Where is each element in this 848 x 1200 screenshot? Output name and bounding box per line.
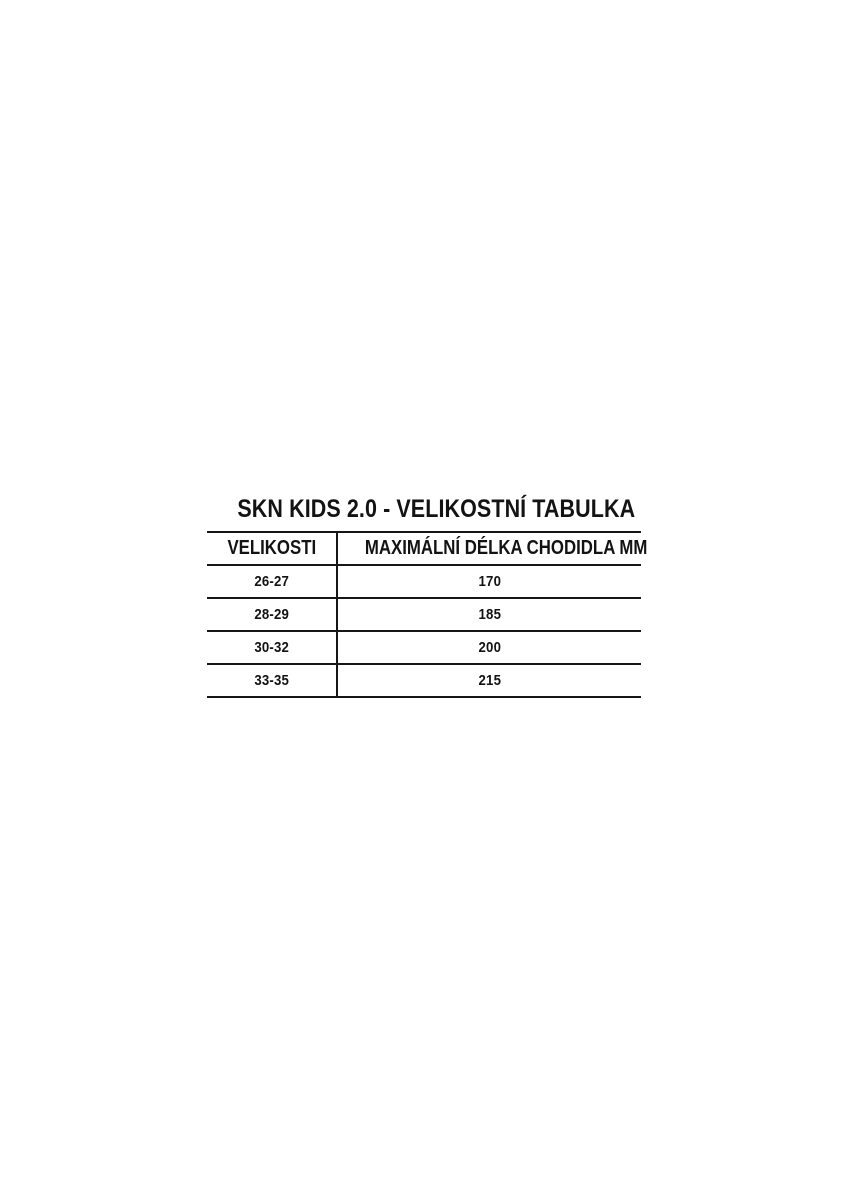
cell-size: 30-32: [207, 631, 337, 665]
cell-foot-length: 200: [336, 631, 641, 665]
cell-foot-length: 215: [336, 664, 641, 698]
table-row: 26-27 170: [207, 565, 641, 599]
cell-size: 26-27: [207, 565, 337, 599]
table-row: 33-35 215: [207, 664, 641, 698]
column-header-sizes: VELIKOSTI: [207, 531, 337, 566]
table-row: 28-29 185: [207, 598, 641, 632]
cell-foot-length-value: 185: [478, 606, 501, 623]
cell-foot-length-value: 200: [478, 639, 501, 656]
table-row: 30-32 200: [207, 631, 641, 665]
size-table: VELIKOSTI MAXIMÁLNÍ DÉLKA CHODIDLA MM 26…: [207, 531, 647, 698]
column-header-foot-length-label: MAXIMÁLNÍ DÉLKA CHODIDLA MM: [364, 537, 648, 559]
cell-foot-length: 185: [336, 598, 641, 632]
cell-size-value: 33-35: [254, 672, 289, 689]
cell-size-value: 30-32: [254, 639, 289, 656]
size-chart-block: SKN KIDS 2.0 - VELIKOSTNÍ TABULKA VELIKO…: [207, 494, 647, 698]
page-title: SKN KIDS 2.0 - VELIKOSTNÍ TABULKA: [237, 495, 636, 523]
cell-foot-length-value: 170: [478, 573, 501, 590]
cell-size-value: 28-29: [254, 606, 289, 623]
size-table-header: VELIKOSTI MAXIMÁLNÍ DÉLKA CHODIDLA MM: [207, 531, 647, 566]
column-header-foot-length: MAXIMÁLNÍ DÉLKA CHODIDLA MM: [336, 531, 647, 566]
table-header-row: VELIKOSTI MAXIMÁLNÍ DÉLKA CHODIDLA MM: [207, 531, 647, 566]
cell-size: 33-35: [207, 664, 337, 698]
column-header-sizes-label: VELIKOSTI: [227, 537, 316, 559]
size-table-body: 26-27 170 28-29 185 30-32 200 33-35 215: [207, 565, 641, 698]
cell-size: 28-29: [207, 598, 337, 632]
cell-foot-length: 170: [336, 565, 641, 599]
cell-size-value: 26-27: [254, 573, 289, 590]
cell-foot-length-value: 215: [478, 672, 501, 689]
